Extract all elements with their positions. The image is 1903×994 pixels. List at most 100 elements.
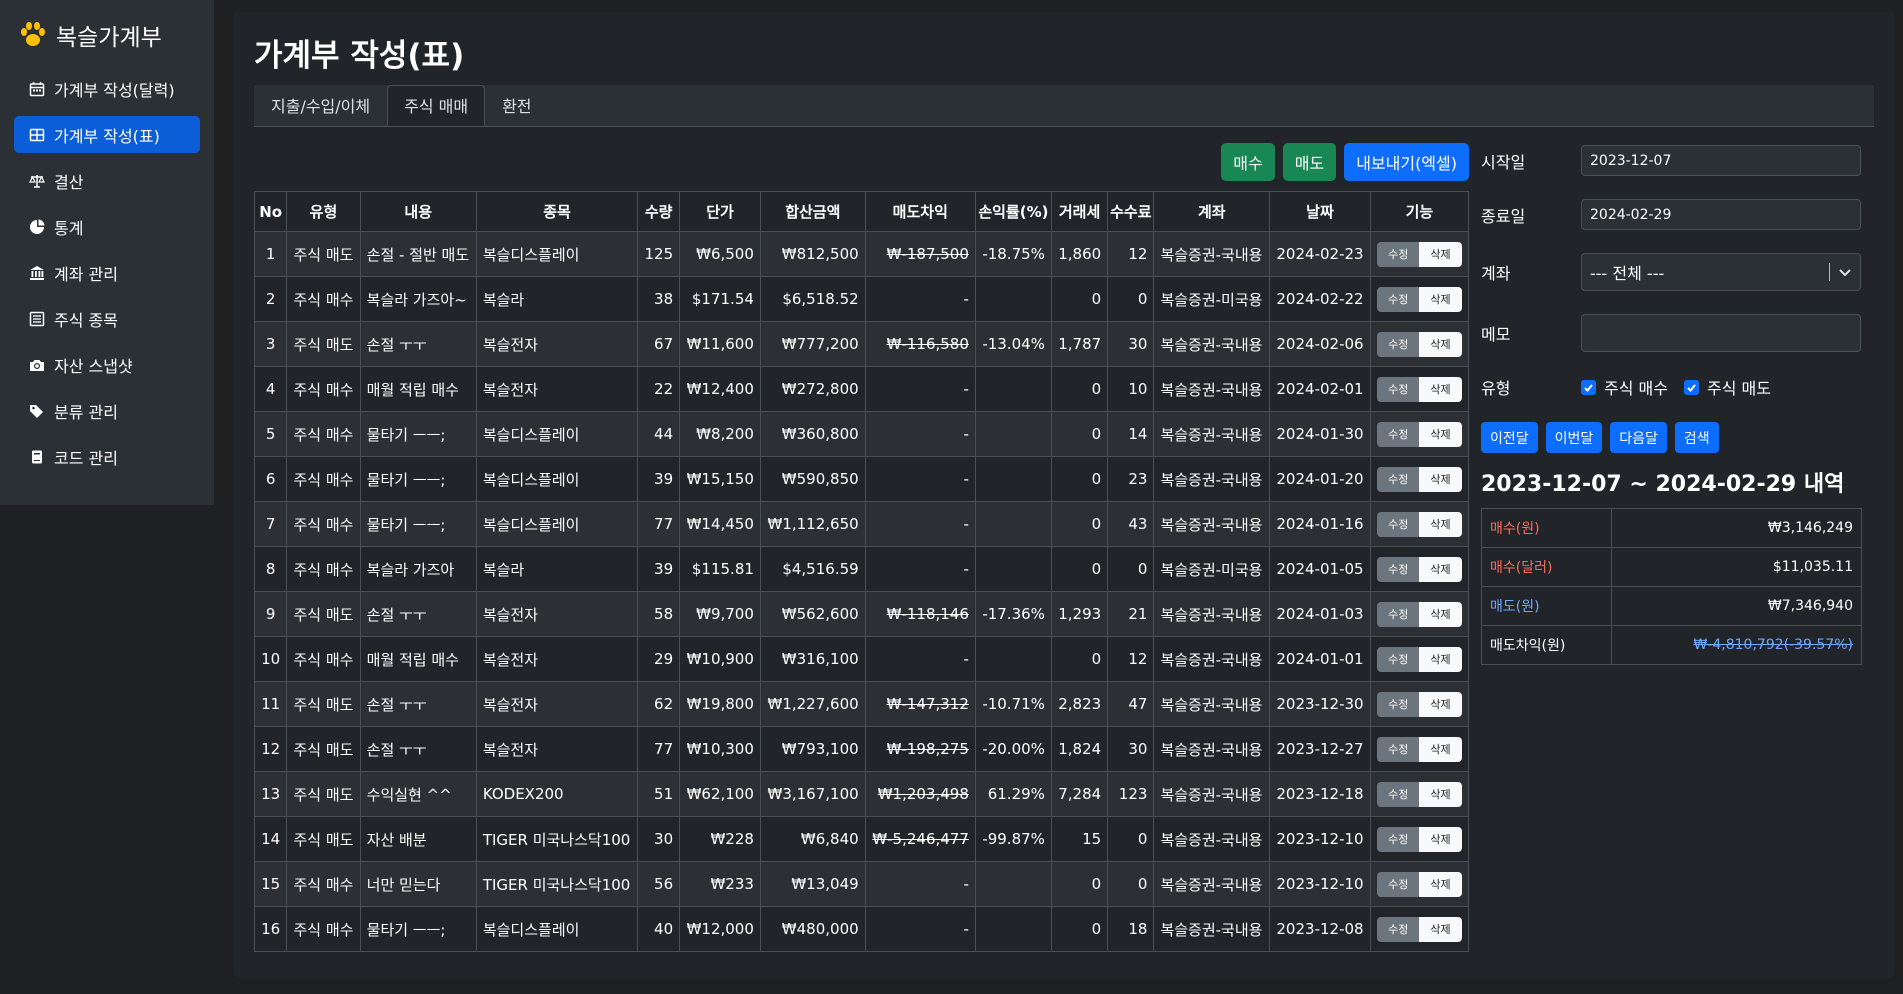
delete-button[interactable]: 삭제 xyxy=(1419,286,1462,312)
tab-exchange[interactable]: 환전 xyxy=(502,97,532,116)
sidebar-item-1[interactable]: 가계부 작성(표) xyxy=(14,116,200,153)
table-row[interactable]: 4 주식 매수 매월 적립 매수 복슬전자 22 ₩12,400 ₩272,800- 0 10 복… xyxy=(253,366,1470,412)
quantity: 77 xyxy=(637,726,681,772)
edit-button[interactable]: 수정 xyxy=(1377,241,1420,267)
column-header[interactable]: 유형 xyxy=(286,191,361,232)
type-buy-checkbox[interactable]: 주식 매수 xyxy=(1581,375,1668,399)
delete-button[interactable]: 삭제 xyxy=(1419,556,1462,582)
edit-button[interactable]: 수정 xyxy=(1377,736,1420,762)
delete-button[interactable]: 삭제 xyxy=(1419,331,1462,357)
table-row[interactable]: 7 주식 매수 물타기 ㅡㅡ; 복슬디스플레이 77 ₩14,450 ₩1,112,650-… xyxy=(253,501,1470,547)
sidebar-item-0[interactable]: 가계부 작성(달력) xyxy=(14,70,200,107)
delete-button[interactable]: 삭제 xyxy=(1419,871,1462,897)
delete-button[interactable]: 삭제 xyxy=(1419,376,1462,402)
edit-button[interactable]: 수정 xyxy=(1377,511,1420,537)
column-header[interactable]: 내용 xyxy=(359,191,477,232)
delete-button[interactable]: 삭제 xyxy=(1419,466,1462,492)
edit-button[interactable]: 수정 xyxy=(1377,286,1420,312)
delete-button[interactable]: 삭제 xyxy=(1419,736,1462,762)
column-header[interactable]: 매도차익 xyxy=(864,191,976,232)
memo-input[interactable] xyxy=(1581,314,1861,352)
edit-button[interactable]: 수정 xyxy=(1377,646,1420,672)
sell-button[interactable]: 매도 xyxy=(1282,143,1337,181)
delete-button[interactable]: 삭제 xyxy=(1419,781,1462,807)
table-row[interactable]: 11 주식 매도 손절 ㅜㅜ 복슬전자 62 ₩19,800 ₩1,227,600 ₩-147… xyxy=(253,681,1470,727)
table-row[interactable]: 14 주식 매도 자산 배분 TIGER 미국나스닥100 30 ₩228 ₩6,840 ₩-… xyxy=(253,816,1470,862)
sell-profit: ₩-147,312 xyxy=(864,681,976,727)
end-date-input[interactable]: 2024-02-29 xyxy=(1581,199,1861,230)
sidebar-item-5[interactable]: 주식 종목 xyxy=(14,300,200,337)
sidebar-item-7[interactable]: 분류 관리 xyxy=(14,392,200,429)
trade-type: 주식 매수 xyxy=(286,861,361,907)
delete-button[interactable]: 삭제 xyxy=(1419,421,1462,447)
prev-month-button[interactable]: 이전달 xyxy=(1481,422,1538,453)
table-row[interactable]: 15 주식 매수 너만 믿는다 TIGER 미국나스닥100 56 ₩233 ₩13,049… xyxy=(253,861,1470,907)
table-row[interactable]: 6 주식 매수 물타기 ㅡㅡ; 복슬디스플레이 39 ₩15,150 ₩590,850-0 2… xyxy=(253,456,1470,502)
column-header[interactable]: No xyxy=(253,191,288,232)
sidebar-item-6[interactable]: 자산 스냅샷 xyxy=(14,346,200,383)
edit-button[interactable]: 수정 xyxy=(1377,376,1420,402)
table-row[interactable]: 1 주식 매도 손절 - 절반 매도 복슬디스플레이 125 ₩6,500 ₩812,500… xyxy=(253,231,1470,277)
table-row[interactable]: 2 주식 매수 복슬라 가즈아~ 복슬라 38 $171.54 $6,518.52-0 0 복슬… xyxy=(253,276,1470,322)
account-select[interactable]: --- 전체 --- xyxy=(1581,253,1861,291)
column-header[interactable]: 수수료 xyxy=(1107,191,1155,232)
edit-button[interactable]: 수정 xyxy=(1377,826,1420,852)
delete-button[interactable]: 삭제 xyxy=(1419,916,1462,942)
unit-price: ₩19,800 xyxy=(679,681,761,727)
column-header[interactable]: 수량 xyxy=(637,191,681,232)
this-month-button[interactable]: 이번달 xyxy=(1545,422,1603,453)
edit-button[interactable]: 수정 xyxy=(1377,331,1420,357)
edit-button[interactable]: 수정 xyxy=(1377,916,1420,942)
delete-button[interactable]: 삭제 xyxy=(1419,826,1462,852)
delete-button[interactable]: 삭제 xyxy=(1419,241,1462,267)
trade-date: 2024-02-01 xyxy=(1269,366,1371,412)
sidebar-item-2[interactable]: 결산 xyxy=(14,162,200,199)
table-row[interactable]: 5 주식 매수 물타기 ㅡㅡ; 복슬디스플레이 44 ₩8,200 ₩360,800- 0 14… xyxy=(253,411,1470,457)
sidebar-item-4[interactable]: 계좌 관리 xyxy=(14,254,200,291)
summary-table: 매수(원) ₩3,146,249 매수(달러) $11,035.11 매도(원) ₩7,3… xyxy=(1481,508,1862,665)
tab-stock-trade[interactable]: 주식 매매 xyxy=(387,85,486,126)
brand[interactable]: 복슬가계부 xyxy=(18,18,200,52)
table-row[interactable]: 10 주식 매수 매월 적립 매수 복슬전자 29 ₩10,900 ₩316,100- 0 12… xyxy=(253,636,1470,682)
table-row[interactable]: 9 주식 매도 손절 ㅜㅜ 복슬전자 58 ₩9,700 ₩562,600 ₩-118,146… xyxy=(253,591,1470,637)
edit-button[interactable]: 수정 xyxy=(1377,466,1420,492)
sidebar-item-8[interactable]: 코드 관리 xyxy=(14,438,200,475)
search-button[interactable]: 검색 xyxy=(1674,422,1719,453)
column-header[interactable]: 계좌 xyxy=(1153,191,1271,232)
delete-button[interactable]: 삭제 xyxy=(1419,511,1462,537)
table-row[interactable]: 16 주식 매수 물타기 ㅡㅡ; 복슬디스플레이 40 ₩12,000 ₩480,000- 0… xyxy=(253,906,1470,952)
table-row[interactable]: 13 주식 매도 수익실현 ^^ KODEX200 51 ₩62,100 ₩3,167,10… xyxy=(253,771,1470,817)
type-sell-checkbox[interactable]: 주식 매도 xyxy=(1683,375,1771,399)
row-actions: 수정 삭제 xyxy=(1369,726,1470,772)
next-month-button[interactable]: 다음달 xyxy=(1610,422,1667,453)
row-action-group: 수정 삭제 xyxy=(1377,241,1462,267)
column-header[interactable]: 기능 xyxy=(1369,191,1470,232)
table-row[interactable]: 8 주식 매수 복슬라 가즈아 복슬라 39 $115.81 $4,516.59-0 0 복슬증… xyxy=(253,546,1470,592)
edit-button[interactable]: 수정 xyxy=(1377,421,1420,447)
column-header[interactable]: 합산금액 xyxy=(759,191,866,232)
column-header[interactable]: 거래세 xyxy=(1050,191,1109,232)
column-header[interactable]: 단가 xyxy=(679,191,761,232)
total-amount: ₩562,600 xyxy=(759,591,866,637)
export-excel-button[interactable]: 내보내기(엑셀) xyxy=(1344,143,1469,181)
row-actions: 수정 삭제 xyxy=(1369,321,1470,367)
delete-button[interactable]: 삭제 xyxy=(1419,691,1462,717)
table-row[interactable]: 12 주식 매도 손절 ㅜㅜ 복슬전자 77 ₩10,300 ₩793,100 ₩-198,2… xyxy=(253,726,1470,772)
start-date-input[interactable]: 2023-12-07 xyxy=(1581,145,1861,176)
edit-button[interactable]: 수정 xyxy=(1377,691,1420,717)
buy-button[interactable]: 매수 xyxy=(1221,143,1275,181)
delete-button[interactable]: 삭제 xyxy=(1419,646,1462,672)
edit-button[interactable]: 수정 xyxy=(1377,556,1420,582)
edit-button[interactable]: 수정 xyxy=(1377,871,1420,897)
column-header[interactable]: 종목 xyxy=(475,191,639,232)
column-header[interactable]: 손익률(%) xyxy=(974,191,1052,232)
column-header[interactable]: 날짜 xyxy=(1269,191,1371,232)
edit-button[interactable]: 수정 xyxy=(1377,781,1420,807)
tab-expense-income[interactable]: 지출/수입/이체 xyxy=(271,97,371,116)
edit-button[interactable]: 수정 xyxy=(1377,601,1420,627)
delete-button[interactable]: 삭제 xyxy=(1419,601,1462,627)
row-number: 6 xyxy=(253,456,288,502)
total-amount: $6,518.52 xyxy=(759,276,866,322)
sidebar-item-3[interactable]: 통계 xyxy=(14,208,200,245)
table-row[interactable]: 3 주식 매도 손절 ㅜㅜ 복슬전자 67 ₩11,600 ₩777,200 ₩-116,58… xyxy=(253,321,1470,367)
